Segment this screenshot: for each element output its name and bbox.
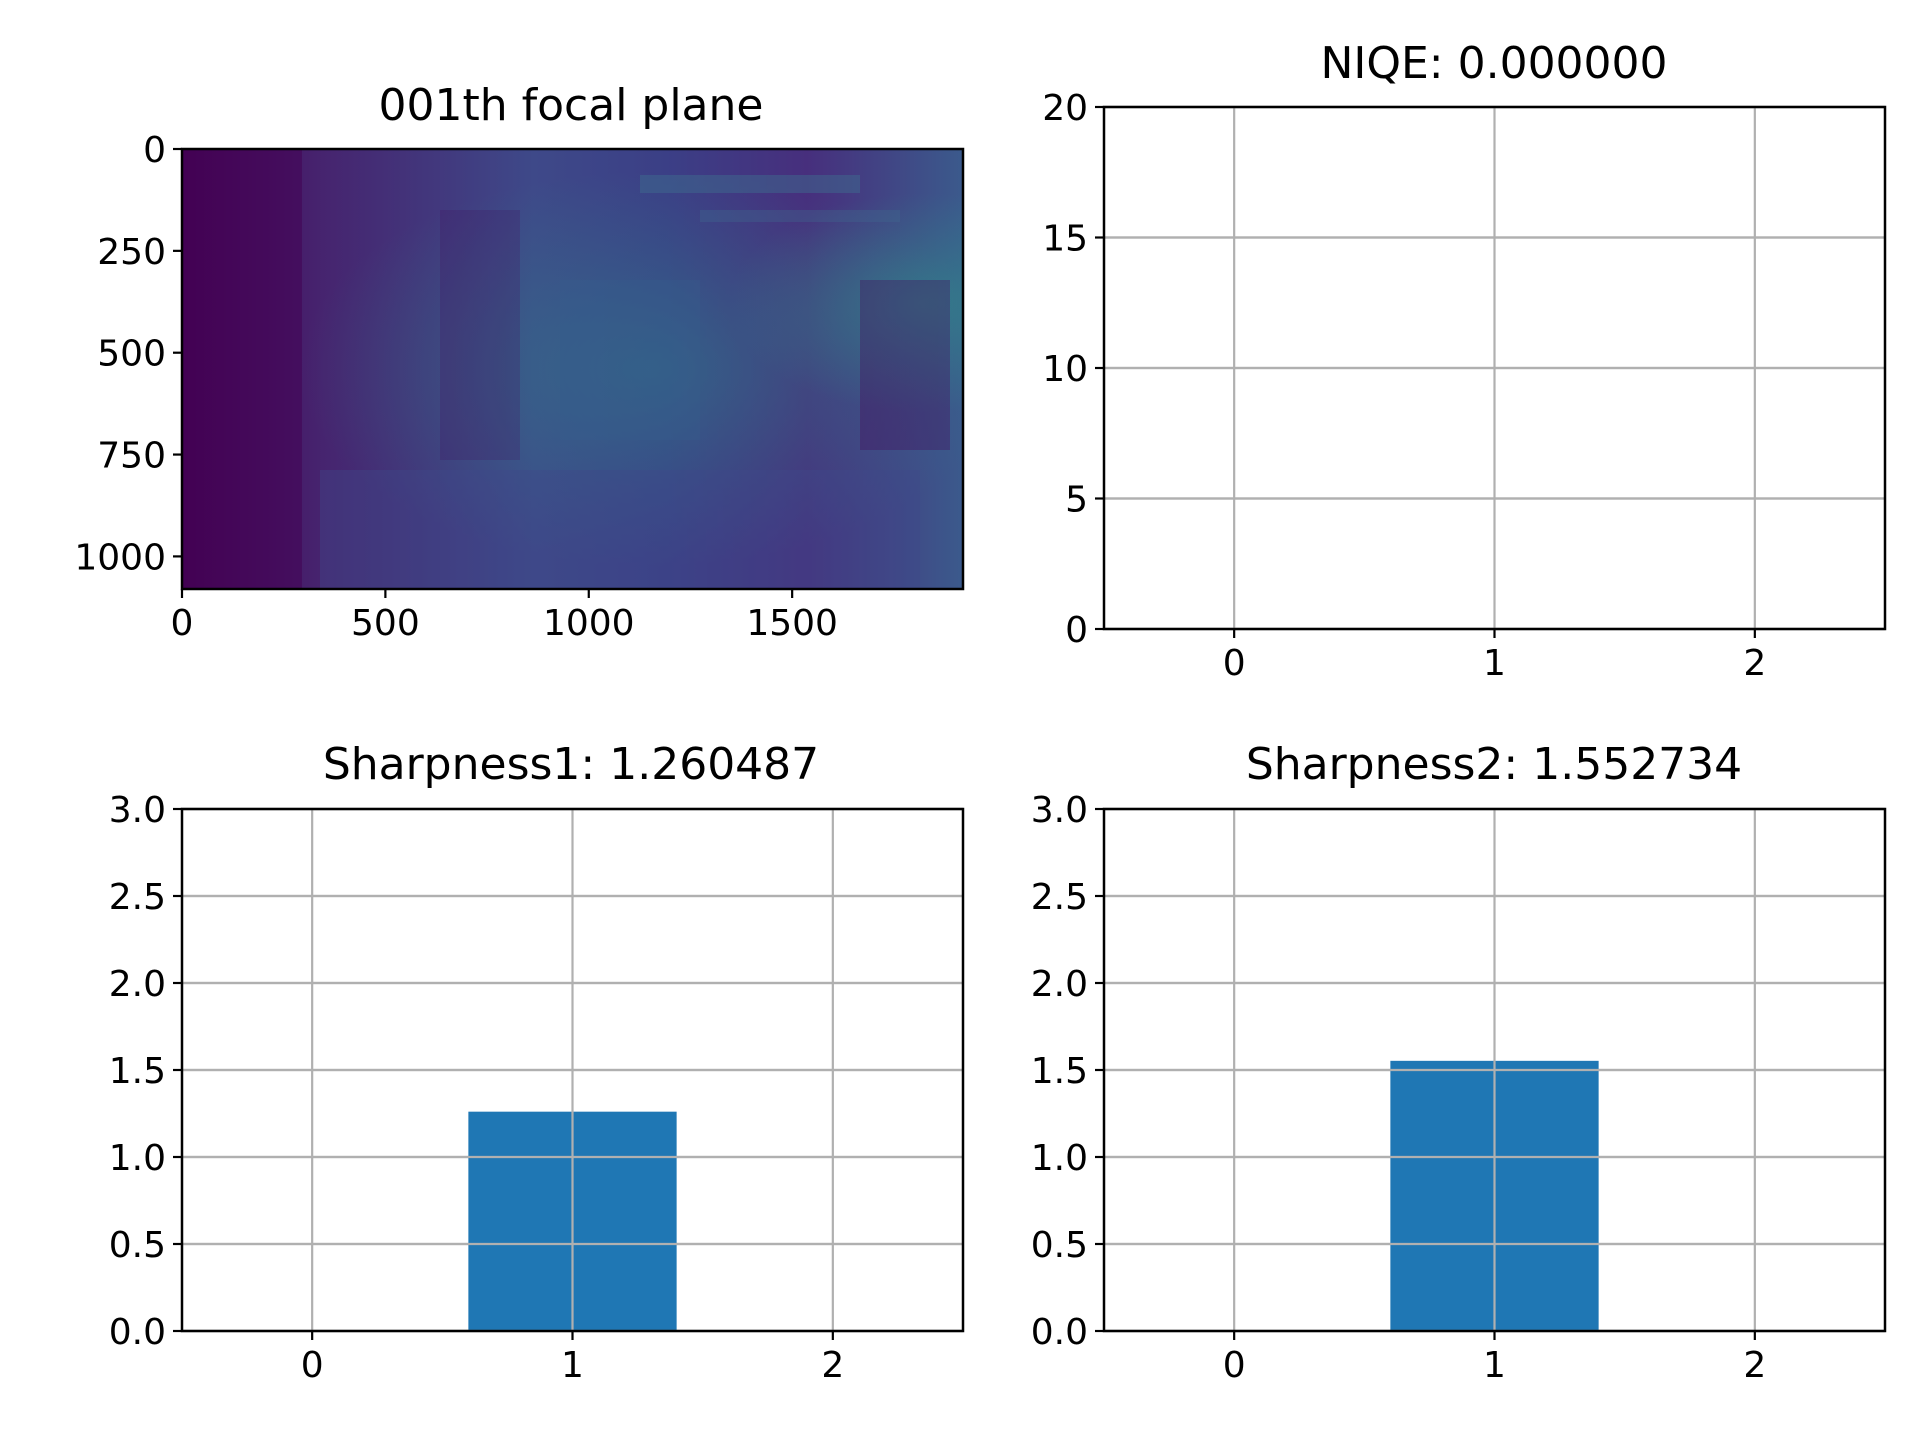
y-tick-label: 3.0 bbox=[1031, 790, 1088, 831]
x-tick-label: 1 bbox=[1483, 643, 1506, 684]
y-tick-label: 20 bbox=[1042, 88, 1088, 129]
sharpness1-panel: Sharpness1: 1.260487 0.0 0.5 1.0 1.5 2.0 2.5 3… bbox=[109, 739, 965, 1386]
y-tick-label: 0 bbox=[143, 130, 166, 171]
y-tick-label: 2.5 bbox=[1031, 877, 1088, 918]
y-tick-label: 5 bbox=[1065, 480, 1088, 521]
sharpness2-title: Sharpness2: 1.552734 bbox=[1246, 739, 1742, 790]
niqe-panel: NIQE: 0.000000 0 5 10 15 20 0 1 2 bbox=[1042, 38, 1887, 684]
y-tick-label: 1000 bbox=[74, 537, 166, 578]
x-tick-label: 1 bbox=[1483, 1345, 1506, 1386]
focal-plane-frame bbox=[180, 147, 965, 591]
y-tick-label: 10 bbox=[1042, 349, 1088, 390]
x-tick-label: 0 bbox=[1223, 643, 1246, 684]
focal-plane-title: 001th focal plane bbox=[379, 80, 764, 131]
y-tick-label: 2.0 bbox=[109, 964, 166, 1005]
x-tick-label: 1000 bbox=[543, 603, 635, 644]
y-tick-label: 15 bbox=[1042, 219, 1088, 260]
x-tick-label: 2 bbox=[1743, 1345, 1766, 1386]
x-tick-label: 1 bbox=[561, 1345, 584, 1386]
sharpness2-panel: Sharpness2: 1.552734 0.0 0.5 1.0 1.5 2.0 2.5 3… bbox=[1031, 739, 1887, 1386]
y-tick-label: 1.0 bbox=[1031, 1138, 1088, 1179]
y-tick-label: 1.0 bbox=[109, 1138, 166, 1179]
y-tick-label: 250 bbox=[97, 232, 166, 273]
focal-plane-panel: 001th focal plane 0 500 1000 1500 0 250 500 750… bbox=[74, 80, 965, 644]
focal-plane-image bbox=[182, 149, 963, 589]
y-tick-label: 750 bbox=[97, 436, 166, 477]
x-tick-label: 500 bbox=[351, 603, 420, 644]
y-tick-label: 2.5 bbox=[109, 877, 166, 918]
y-tick-label: 0.0 bbox=[109, 1312, 166, 1353]
x-tick-label: 2 bbox=[821, 1345, 844, 1386]
sharpness1-title: Sharpness1: 1.260487 bbox=[323, 739, 819, 790]
x-tick-label: 0 bbox=[171, 603, 194, 644]
y-tick-label: 1.5 bbox=[1031, 1051, 1088, 1092]
y-tick-label: 0.5 bbox=[109, 1225, 166, 1266]
x-tick-label: 0 bbox=[301, 1345, 324, 1386]
y-tick-label: 0 bbox=[1065, 610, 1088, 651]
y-tick-label: 0.5 bbox=[1031, 1225, 1088, 1266]
y-tick-label: 0.0 bbox=[1031, 1312, 1088, 1353]
niqe-title: NIQE: 0.000000 bbox=[1320, 38, 1667, 89]
x-tick-label: 1500 bbox=[746, 603, 838, 644]
x-tick-label: 0 bbox=[1223, 1345, 1246, 1386]
y-tick-label: 500 bbox=[97, 334, 166, 375]
y-tick-label: 3.0 bbox=[109, 790, 166, 831]
y-tick-label: 2.0 bbox=[1031, 964, 1088, 1005]
x-tick-label: 2 bbox=[1743, 643, 1766, 684]
y-tick-label: 1.5 bbox=[109, 1051, 166, 1092]
